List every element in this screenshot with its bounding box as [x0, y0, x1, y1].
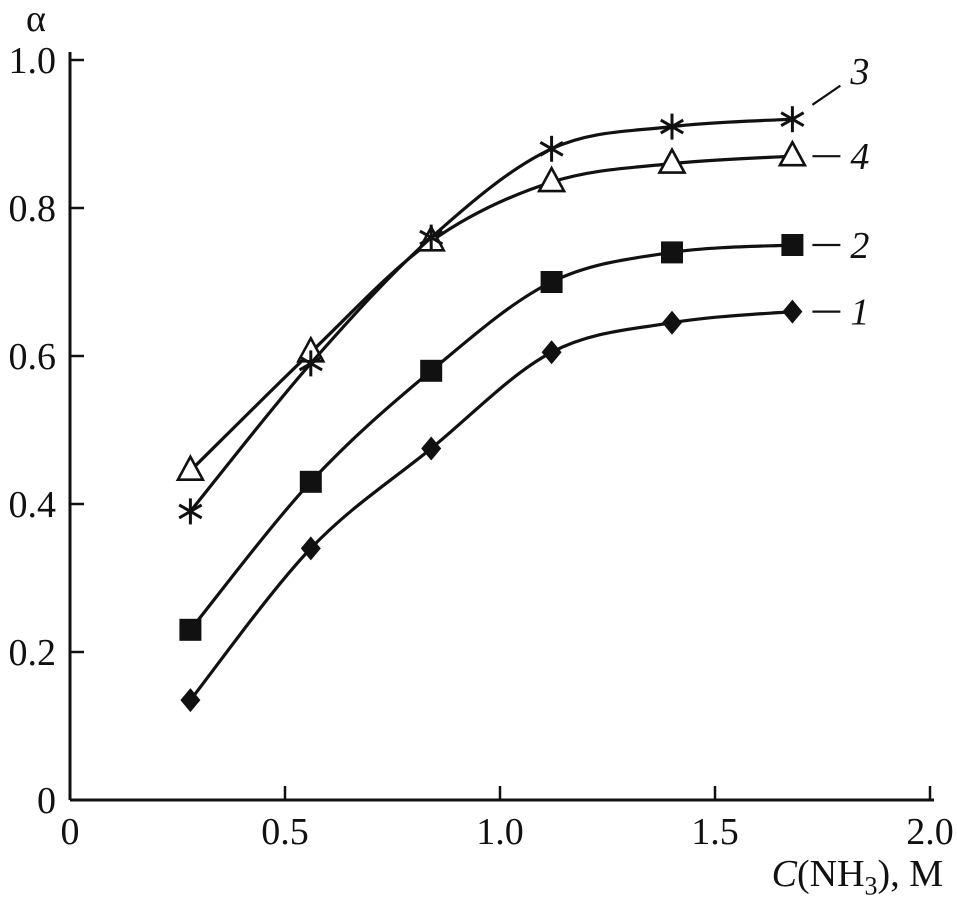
- series-2: 2: [179, 225, 869, 641]
- series-line: [189, 154, 793, 472]
- series-label-leader: [811, 84, 842, 106]
- square-marker: [420, 359, 443, 382]
- series-label-3: 3: [849, 51, 869, 93]
- asterisk-marker: [659, 118, 685, 135]
- y-tick-label: 0: [37, 780, 56, 822]
- series-3: 3: [178, 51, 869, 525]
- tick-labels: 0 0.5 1.0 1.5 2.0 0 0.2 0.4 0.6 0.8 1.0: [9, 40, 954, 853]
- square-marker: [540, 271, 563, 293]
- diamond-marker: [541, 340, 562, 365]
- triangle-open-marker: [536, 165, 567, 193]
- x-tick-label: 1.5: [691, 811, 739, 853]
- y-tick-label: 0.8: [9, 188, 57, 230]
- diamond-marker: [421, 436, 442, 461]
- axes: [68, 52, 934, 802]
- x-axis-label-unit: ), M: [877, 853, 943, 895]
- x-axis-label-subscript: 3: [864, 871, 878, 901]
- asterisk-marker: [780, 111, 805, 127]
- series-1: 1: [180, 292, 869, 713]
- diamond-marker: [300, 536, 321, 561]
- series-line: [189, 310, 793, 702]
- asterisk-marker: [419, 229, 444, 246]
- x-tick-label: 2.0: [906, 811, 954, 853]
- diamond-marker: [662, 310, 682, 335]
- x-tick-label: 1.0: [476, 811, 524, 853]
- series-line: [189, 243, 793, 631]
- x-tick-label: 0.5: [261, 811, 309, 853]
- series-line: [189, 117, 793, 513]
- y-tick-label: 0.4: [9, 484, 57, 526]
- series-label-1: 1: [850, 292, 869, 334]
- square-marker: [179, 618, 202, 641]
- y-tick-label: 0.6: [9, 336, 57, 378]
- asterisk-marker: [178, 503, 203, 520]
- square-marker: [299, 470, 322, 493]
- y-tick-label: 1.0: [9, 40, 57, 82]
- x-axis-label: C(NH3), M: [771, 853, 943, 899]
- series-label-4: 4: [850, 136, 869, 178]
- x-tick-label: 0: [61, 811, 80, 853]
- x-axis-label-formula: (NH: [797, 853, 865, 895]
- triangle-open-marker: [777, 139, 808, 167]
- square-marker: [781, 234, 804, 256]
- x-axis-label-symbol: C: [771, 853, 797, 895]
- y-tick-label: 0.2: [9, 632, 57, 674]
- asterisk-marker: [539, 141, 564, 157]
- series-4: 4: [175, 136, 869, 481]
- diamond-marker: [782, 299, 803, 324]
- y-axis-label: α: [26, 0, 46, 40]
- series-label-2: 2: [850, 225, 869, 267]
- triangle-open-marker: [657, 146, 687, 174]
- asterisk-marker: [298, 355, 323, 372]
- square-marker: [661, 241, 683, 264]
- triangle-open-marker: [175, 453, 206, 481]
- diamond-marker: [180, 688, 201, 713]
- tick-marks: [68, 58, 932, 802]
